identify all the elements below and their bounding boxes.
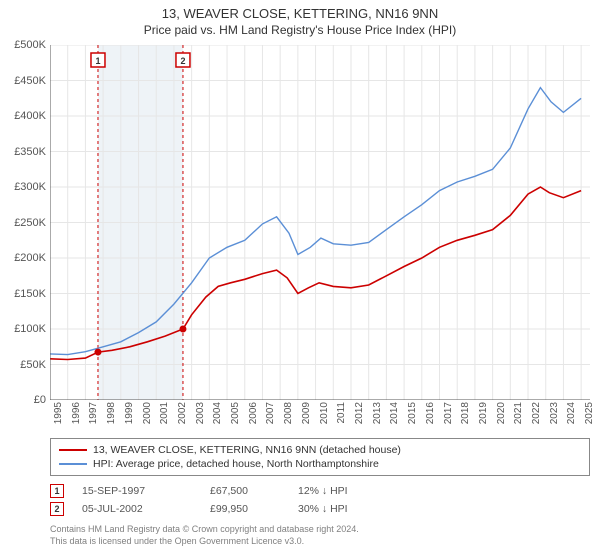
legend-box: 13, WEAVER CLOSE, KETTERING, NN16 9NN (d… (50, 438, 590, 476)
x-tick-label: 2011 (336, 402, 347, 424)
title-main: 13, WEAVER CLOSE, KETTERING, NN16 9NN (0, 6, 600, 21)
x-tick-label: 2004 (212, 402, 223, 424)
x-tick-label: 2001 (159, 402, 170, 424)
x-tick-label: 2024 (566, 402, 577, 424)
y-tick-label: £450K (14, 75, 46, 87)
x-tick-label: 2010 (319, 402, 330, 424)
x-tick-label: 2005 (230, 402, 241, 424)
y-tick-label: £200K (14, 252, 46, 264)
legend-label-price-paid: 13, WEAVER CLOSE, KETTERING, NN16 9NN (d… (93, 444, 401, 456)
legend-label-hpi: HPI: Average price, detached house, Nort… (93, 458, 379, 470)
x-tick-label: 1998 (106, 402, 117, 424)
x-tick-label: 2016 (425, 402, 436, 424)
x-tick-label: 2014 (389, 402, 400, 424)
x-tick-label: 2019 (478, 402, 489, 424)
marker-date: 15-SEP-1997 (82, 485, 192, 497)
y-tick-label: £500K (14, 39, 46, 51)
marker-price: £99,950 (210, 503, 280, 515)
y-tick-label: £350K (14, 146, 46, 158)
y-axis-labels: £0£50K£100K£150K£200K£250K£300K£350K£400… (2, 45, 48, 400)
x-tick-label: 2012 (354, 402, 365, 424)
x-tick-label: 2008 (283, 402, 294, 424)
y-tick-label: £150K (14, 288, 46, 300)
legend-row-hpi: HPI: Average price, detached house, Nort… (59, 457, 581, 471)
x-tick-label: 2018 (460, 402, 471, 424)
x-tick-label: 2017 (443, 402, 454, 424)
attribution-line1: Contains HM Land Registry data © Crown c… (50, 524, 590, 536)
x-tick-label: 2003 (195, 402, 206, 424)
x-tick-label: 1999 (124, 402, 135, 424)
attribution-line2: This data is licensed under the Open Gov… (50, 536, 590, 548)
attribution: Contains HM Land Registry data © Crown c… (50, 524, 590, 547)
legend-swatch-hpi (59, 463, 87, 465)
legend-row-price-paid: 13, WEAVER CLOSE, KETTERING, NN16 9NN (d… (59, 443, 581, 457)
x-tick-label: 2022 (531, 402, 542, 424)
marker-diff: 30% ↓ HPI (298, 503, 388, 515)
title-sub: Price paid vs. HM Land Registry's House … (0, 23, 600, 37)
x-tick-label: 1995 (53, 402, 64, 424)
marker-diff: 12% ↓ HPI (298, 485, 388, 497)
chart-svg: 12 (50, 45, 590, 400)
legend-swatch-price-paid (59, 449, 87, 451)
svg-text:2: 2 (180, 56, 185, 66)
x-tick-label: 2000 (142, 402, 153, 424)
x-tick-label: 2002 (177, 402, 188, 424)
svg-text:1: 1 (95, 56, 100, 66)
x-tick-label: 2025 (584, 402, 595, 424)
marker-table: 1 15-SEP-1997 £67,500 12% ↓ HPI 2 05-JUL-2002… (50, 482, 590, 518)
x-tick-label: 2020 (496, 402, 507, 424)
y-tick-label: £100K (14, 323, 46, 335)
y-tick-label: £300K (14, 181, 46, 193)
x-tick-label: 1996 (71, 402, 82, 424)
title-block: 13, WEAVER CLOSE, KETTERING, NN16 9NN Pr… (0, 0, 600, 37)
marker-date: 05-JUL-2002 (82, 503, 192, 515)
y-tick-label: £250K (14, 217, 46, 229)
marker-price: £67,500 (210, 485, 280, 497)
marker-row: 1 15-SEP-1997 £67,500 12% ↓ HPI (50, 482, 590, 500)
y-tick-label: £50K (20, 359, 46, 371)
marker-row: 2 05-JUL-2002 £99,950 30% ↓ HPI (50, 500, 590, 518)
x-tick-label: 2007 (265, 402, 276, 424)
x-tick-label: 2021 (513, 402, 524, 424)
x-tick-label: 2023 (549, 402, 560, 424)
x-tick-label: 2015 (407, 402, 418, 424)
x-axis-labels: 1995 1996 1997 1998 1999 2000 2001 2002 2003 2004… (50, 400, 590, 434)
x-tick-label: 2006 (248, 402, 259, 424)
x-tick-label: 2013 (372, 402, 383, 424)
marker-badge: 1 (50, 484, 64, 498)
x-tick-label: 2009 (301, 402, 312, 424)
marker-badge: 2 (50, 502, 64, 516)
chart-area: £0£50K£100K£150K£200K£250K£300K£350K£400… (50, 45, 590, 400)
x-tick-label: 1997 (88, 402, 99, 424)
y-tick-label: £0 (34, 394, 46, 406)
y-tick-label: £400K (14, 110, 46, 122)
